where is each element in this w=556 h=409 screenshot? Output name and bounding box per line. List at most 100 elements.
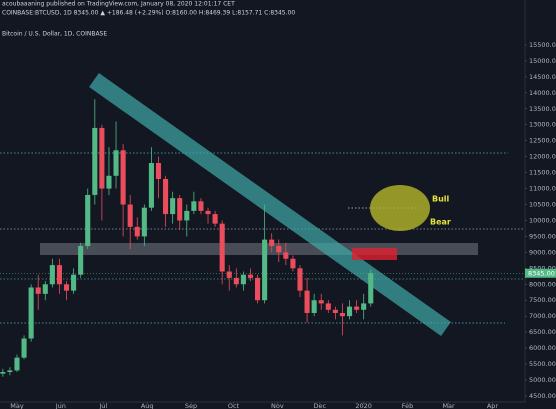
y-tick-label: 10500.00 bbox=[529, 201, 556, 209]
candle-body bbox=[297, 268, 303, 291]
y-tick-label: 15500.00 bbox=[529, 41, 556, 49]
candle-body bbox=[49, 265, 55, 285]
x-tick-label: Feb bbox=[402, 402, 414, 409]
candle-body bbox=[198, 201, 204, 211]
x-tick-label: Nov bbox=[271, 402, 284, 409]
candle-body bbox=[14, 357, 20, 371]
candle-body bbox=[21, 338, 27, 358]
x-tick-label: Sep bbox=[185, 402, 197, 409]
candle-body bbox=[283, 252, 289, 259]
candle-body bbox=[304, 290, 310, 313]
candle-body bbox=[56, 265, 62, 285]
candle-body bbox=[141, 207, 147, 237]
candle-body bbox=[276, 245, 282, 253]
candle-body bbox=[318, 300, 324, 304]
x-tick-label: May bbox=[10, 402, 24, 409]
candle-body bbox=[35, 287, 41, 294]
zone-band bbox=[40, 243, 478, 255]
price-tag bbox=[525, 268, 556, 278]
candle-body bbox=[134, 226, 140, 237]
candle-body bbox=[240, 274, 246, 285]
candle-body bbox=[42, 284, 48, 294]
candle-body bbox=[311, 300, 317, 313]
x-tick-label: 2020 bbox=[355, 402, 372, 409]
x-tick-label: Dec bbox=[314, 402, 327, 409]
candle-body bbox=[148, 163, 154, 208]
candle-body bbox=[28, 287, 34, 339]
candle-body bbox=[127, 204, 133, 227]
candle-body bbox=[177, 198, 183, 221]
candle-body bbox=[226, 271, 232, 278]
candles bbox=[0, 99, 374, 377]
y-tick-label: 14000.00 bbox=[529, 89, 556, 97]
y-tick-label: 9500.00 bbox=[529, 232, 556, 240]
y-tick-label: 12000.00 bbox=[529, 153, 556, 161]
y-tick-label: 6000.00 bbox=[529, 344, 556, 352]
candle-body bbox=[205, 210, 211, 215]
x-tick-label: Jun bbox=[55, 402, 66, 409]
candle-body bbox=[247, 274, 254, 278]
plot-area bbox=[0, 73, 525, 336]
y-tick-label: 10000.00 bbox=[529, 216, 556, 224]
y-tick-label: 4500.00 bbox=[529, 392, 556, 400]
candle-body bbox=[78, 245, 84, 275]
y-tick-label: 5500.00 bbox=[529, 360, 556, 368]
trend-channel bbox=[89, 73, 451, 336]
y-tick-label: 13500.00 bbox=[529, 105, 556, 113]
candle-body bbox=[155, 163, 162, 179]
price-tag-label: 8345.00 bbox=[528, 269, 555, 277]
candle-body bbox=[163, 178, 169, 215]
y-tick-label: 13000.00 bbox=[529, 121, 556, 129]
header-line: COINBASE:BTCUSD, 1D 8345.00 ▲ +186.48 (+… bbox=[2, 10, 295, 17]
x-tick-label: Aug bbox=[141, 402, 154, 409]
y-tick-label: 7000.00 bbox=[529, 312, 556, 320]
candle-body bbox=[0, 372, 6, 374]
target-ellipse bbox=[370, 185, 430, 231]
candle-body bbox=[63, 284, 70, 291]
x-tick-label: Mar bbox=[442, 402, 455, 409]
x-tick-label: Oct bbox=[228, 402, 240, 409]
price-axis bbox=[525, 0, 556, 409]
candle-body bbox=[290, 258, 296, 269]
y-tick-label: 7500.00 bbox=[529, 296, 556, 304]
candle-body bbox=[361, 303, 367, 310]
candle-body bbox=[368, 273, 374, 304]
y-tick-label: 11000.00 bbox=[529, 185, 556, 193]
resistance-box bbox=[352, 248, 397, 260]
candle-body bbox=[191, 201, 197, 211]
candle-body bbox=[255, 277, 261, 301]
candle-body bbox=[106, 175, 112, 189]
candle-body bbox=[113, 150, 119, 176]
candle-body bbox=[233, 277, 239, 285]
candle-body bbox=[92, 127, 98, 195]
y-tick-label: 8000.00 bbox=[529, 280, 556, 288]
candle-body bbox=[71, 274, 77, 291]
y-tick-label: 8500.00 bbox=[529, 264, 556, 272]
y-tick-label: 12500.00 bbox=[529, 137, 556, 145]
annotation: Bull bbox=[432, 195, 450, 204]
chart-title: Bitcoin / U.S. Dollar, 1D, COINBASE bbox=[2, 31, 107, 38]
x-tick-label: Apr bbox=[487, 402, 499, 409]
x-tick-label: Jul bbox=[98, 402, 107, 409]
candle-body bbox=[332, 309, 338, 313]
candle-body bbox=[346, 306, 353, 317]
candle-body bbox=[170, 198, 176, 215]
candle-body bbox=[325, 303, 331, 310]
y-tick-label: 11500.00 bbox=[529, 169, 556, 177]
annotation: Bear bbox=[430, 218, 451, 227]
candle-body bbox=[7, 370, 13, 373]
candle-body bbox=[219, 223, 225, 272]
candle-body bbox=[262, 239, 268, 301]
y-tick-label: 14500.00 bbox=[529, 73, 556, 81]
y-tick-label: 5000.00 bbox=[529, 376, 556, 384]
candle-body bbox=[339, 312, 345, 317]
candle-body bbox=[212, 214, 218, 224]
candle-body bbox=[184, 210, 190, 221]
y-tick-label: 9000.00 bbox=[529, 248, 556, 256]
candle-body bbox=[269, 239, 275, 246]
y-tick-label: 6500.00 bbox=[529, 328, 556, 336]
candle-body bbox=[85, 194, 91, 246]
candle-body bbox=[120, 150, 126, 205]
y-tick-label: 15000.00 bbox=[529, 57, 556, 65]
